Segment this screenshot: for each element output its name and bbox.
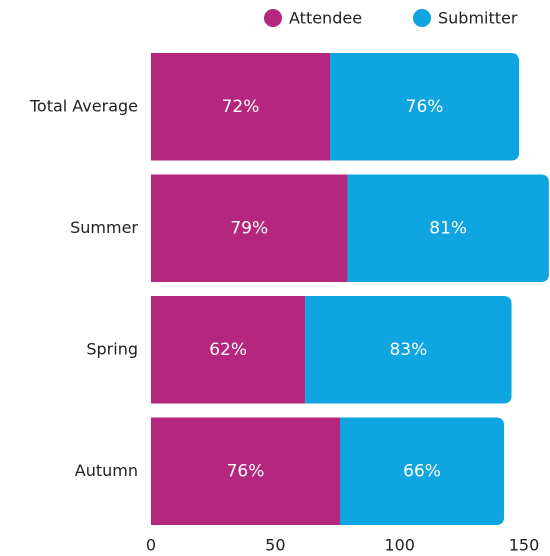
y-tick-label: Spring bbox=[86, 339, 138, 358]
legend-swatch bbox=[264, 9, 282, 27]
value-label: 66% bbox=[403, 461, 441, 481]
bar bbox=[151, 417, 340, 526]
x-tick-label: 50 bbox=[265, 536, 285, 555]
bar bbox=[151, 295, 306, 404]
value-label: 76% bbox=[227, 461, 265, 481]
x-tick-label: 0 bbox=[146, 536, 156, 555]
legend-label: Attendee bbox=[289, 9, 362, 28]
bar bbox=[151, 52, 331, 161]
bar bbox=[330, 52, 520, 161]
legend-swatch bbox=[413, 9, 431, 27]
bar bbox=[151, 174, 348, 283]
x-tick-label: 150 bbox=[509, 536, 540, 555]
value-label: 76% bbox=[406, 97, 444, 117]
y-tick-label: Autumn bbox=[75, 461, 138, 480]
bar bbox=[339, 417, 505, 526]
value-label: 81% bbox=[429, 218, 467, 238]
x-tick-label: 100 bbox=[384, 536, 415, 555]
y-tick-label: Summer bbox=[70, 218, 138, 237]
value-label: 83% bbox=[389, 340, 427, 360]
bar bbox=[347, 174, 549, 283]
y-tick-label: Total Average bbox=[29, 96, 138, 115]
value-label: 79% bbox=[230, 218, 268, 238]
legend-label: Submitter bbox=[438, 9, 518, 28]
value-label: 72% bbox=[222, 97, 260, 117]
value-label: 62% bbox=[209, 340, 247, 360]
bar bbox=[305, 295, 512, 404]
